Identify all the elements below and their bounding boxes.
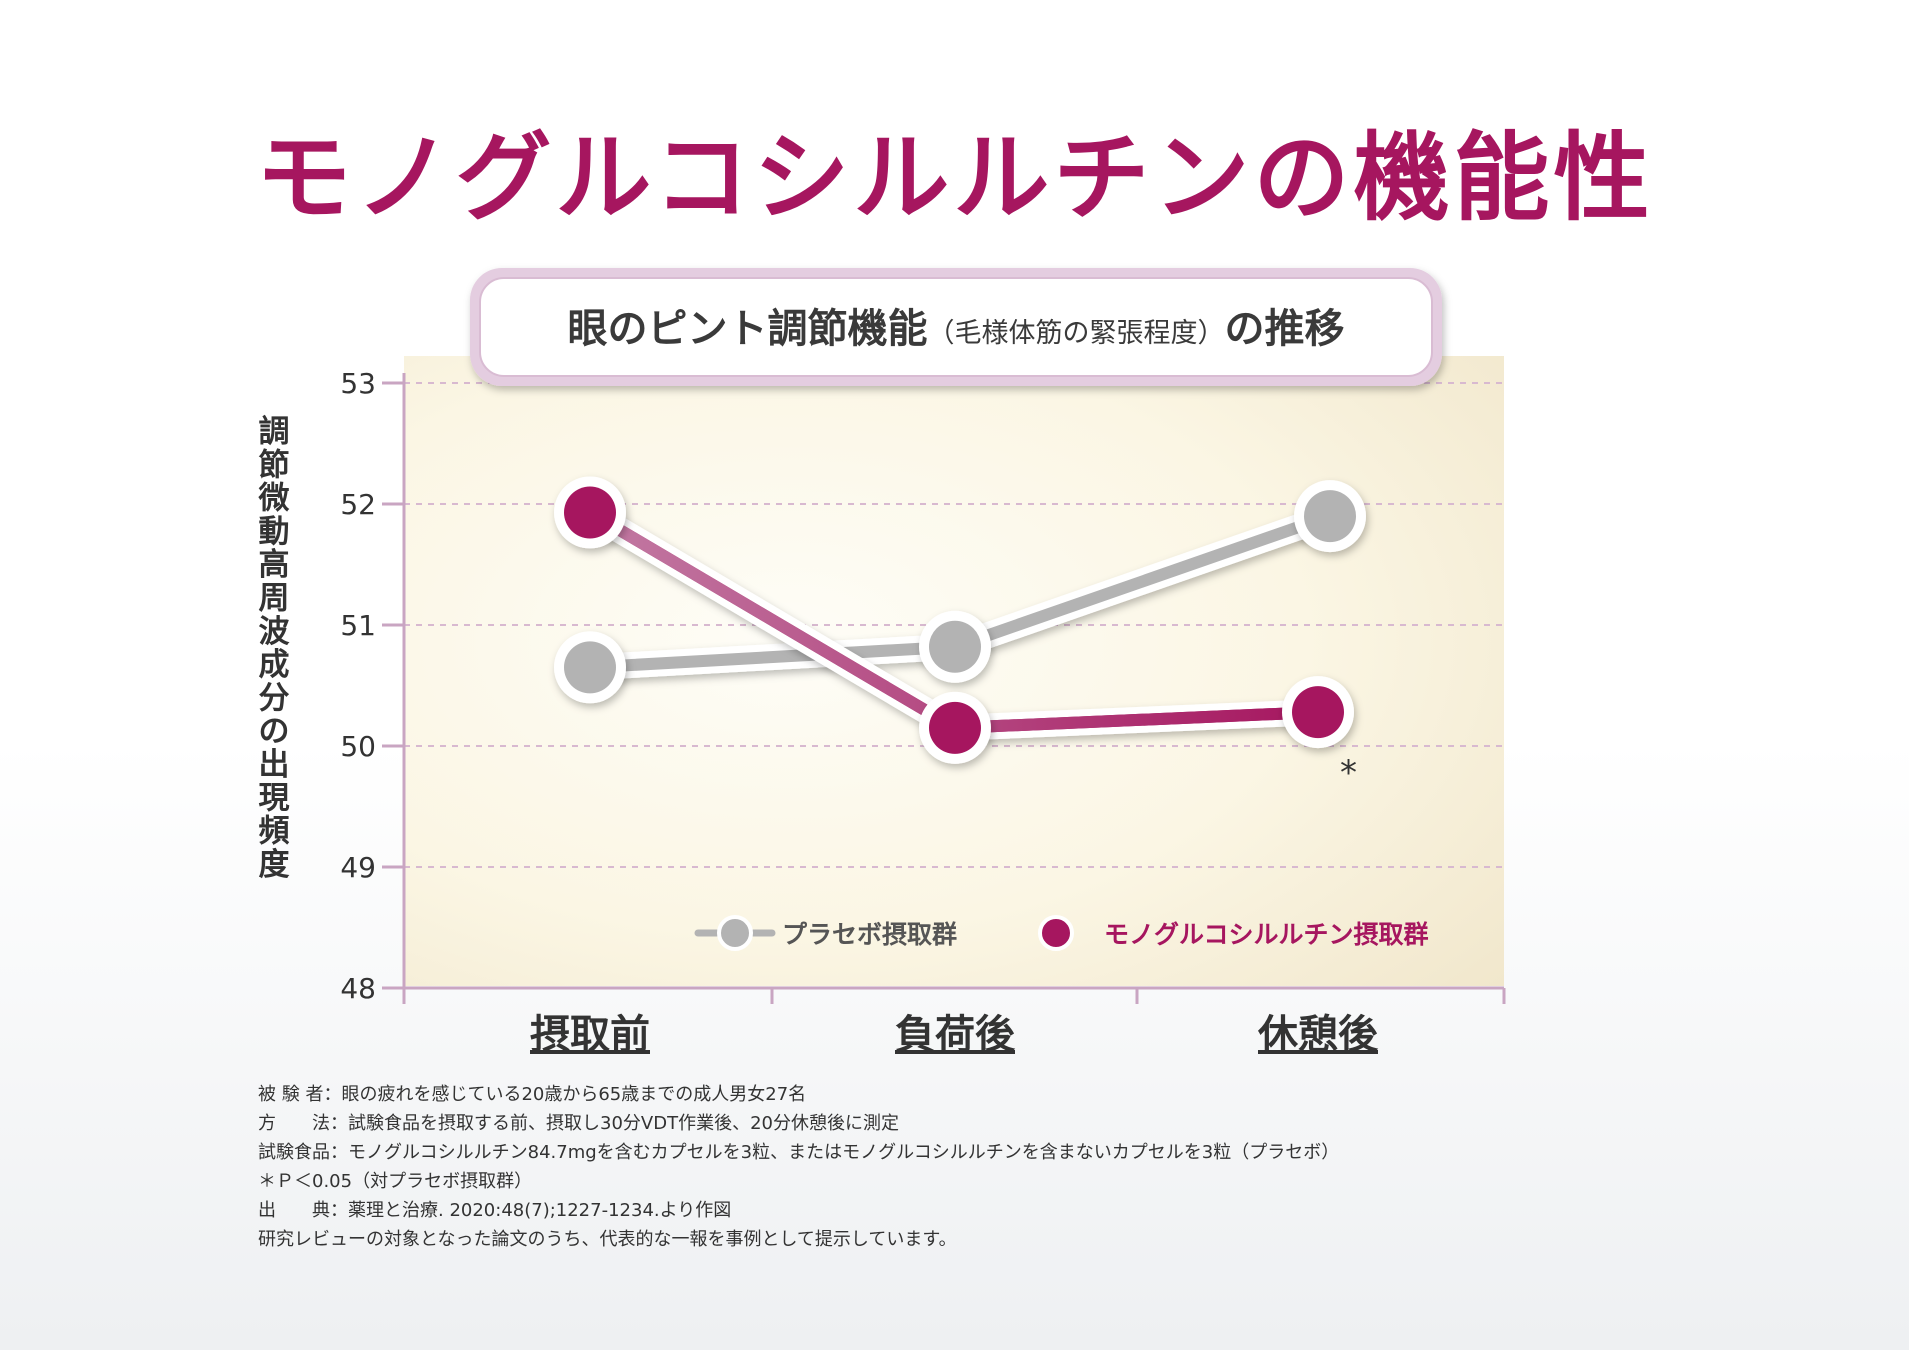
footnotes: 被 験 者：眼の疲れを感じている20歳から65歳までの成人男女27名 方 法：試… [258,1080,1658,1254]
page-title: モノグルコシルルチンの機能性 [255,122,1654,234]
y-axis-label-char: 節 [259,447,290,483]
y-axis-label-char: 分 [259,680,290,716]
data-point [929,701,981,754]
y-tick-label: 49 [340,851,376,884]
y-axis-label-char: 現 [259,780,290,816]
note-source: 出 典：薬理と治療. 2020:48(7);1227-1234.より作図 [258,1200,732,1221]
legend-marker-placebo [717,915,753,951]
chart-title-box: 眼のピント調節機能（毛様体筋の緊張程度）の推移 [470,268,1442,386]
data-point [1292,686,1344,739]
svg-text:眼のピント調節機能（毛様体筋の緊張程度）の推移: 眼のピント調節機能（毛様体筋の緊張程度）の推移 [568,306,1345,352]
legend-label-placebo: プラセボ摂取群 [782,920,957,949]
y-tick-label: 51 [340,609,376,642]
data-point [1304,490,1356,543]
y-axis-label-char: の [259,714,290,750]
y-tick-label: 50 [340,730,376,763]
data-point [564,486,616,539]
chart-title-paren: （毛様体筋の緊張程度） [928,318,1225,349]
note-test-food: 試験食品：モノグルコシルルチン84.7mgを含むカプセルを3粒、またはモノグルコ… [258,1142,1340,1163]
legend-label-monoglucosyl: モノグルコシルルチン摂取群 [1104,920,1429,949]
chart-title: 眼のピント調節機能 [568,306,928,352]
y-axis-label-char: 成 [259,647,290,683]
y-axis-label-char: 調 [259,414,290,450]
significance-mark: * [1340,753,1357,793]
note-subjects: 被 験 者：眼の疲れを感じている20歳から65歳までの成人男女27名 [258,1084,807,1105]
y-axis-label-char: 動 [259,514,290,550]
y-axis-label-char: 微 [258,481,290,517]
legend-marker-monoglucosyl [1038,915,1074,951]
y-tick-label: 48 [340,972,376,1005]
data-point [929,620,981,673]
x-category-label: 休憩後 [1257,1012,1379,1058]
chart-title-suffix: の推移 [1225,306,1345,352]
y-axis-label-char: 波 [259,614,290,650]
x-category-label: 摂取前 [530,1012,650,1058]
y-axis-label-char: 出 [259,747,290,783]
note-significance: ＊Ｐ＜0.05（対プラセボ摂取群） [258,1171,533,1192]
y-axis-label-char: 高 [259,547,290,583]
note-disclaimer: 研究レビューの対象となった論文のうち、代表的な一報を事例として提示しています。 [258,1229,957,1250]
x-category-label: 負荷後 [895,1012,1016,1058]
legend: プラセボ摂取群 モノグルコシルルチン摂取群 [694,915,1429,951]
note-method: 方 法：試験食品を摂取する前、摂取し30分VDT作業後、20分休憩後に測定 [258,1113,899,1134]
y-tick-label: 53 [340,367,376,400]
y-tick-label: 52 [340,488,376,521]
data-point [564,641,616,694]
y-axis-label-char: 頻 [259,814,290,850]
y-axis-label-char: 周 [259,581,290,617]
y-axis-label-char: 度 [259,847,290,883]
